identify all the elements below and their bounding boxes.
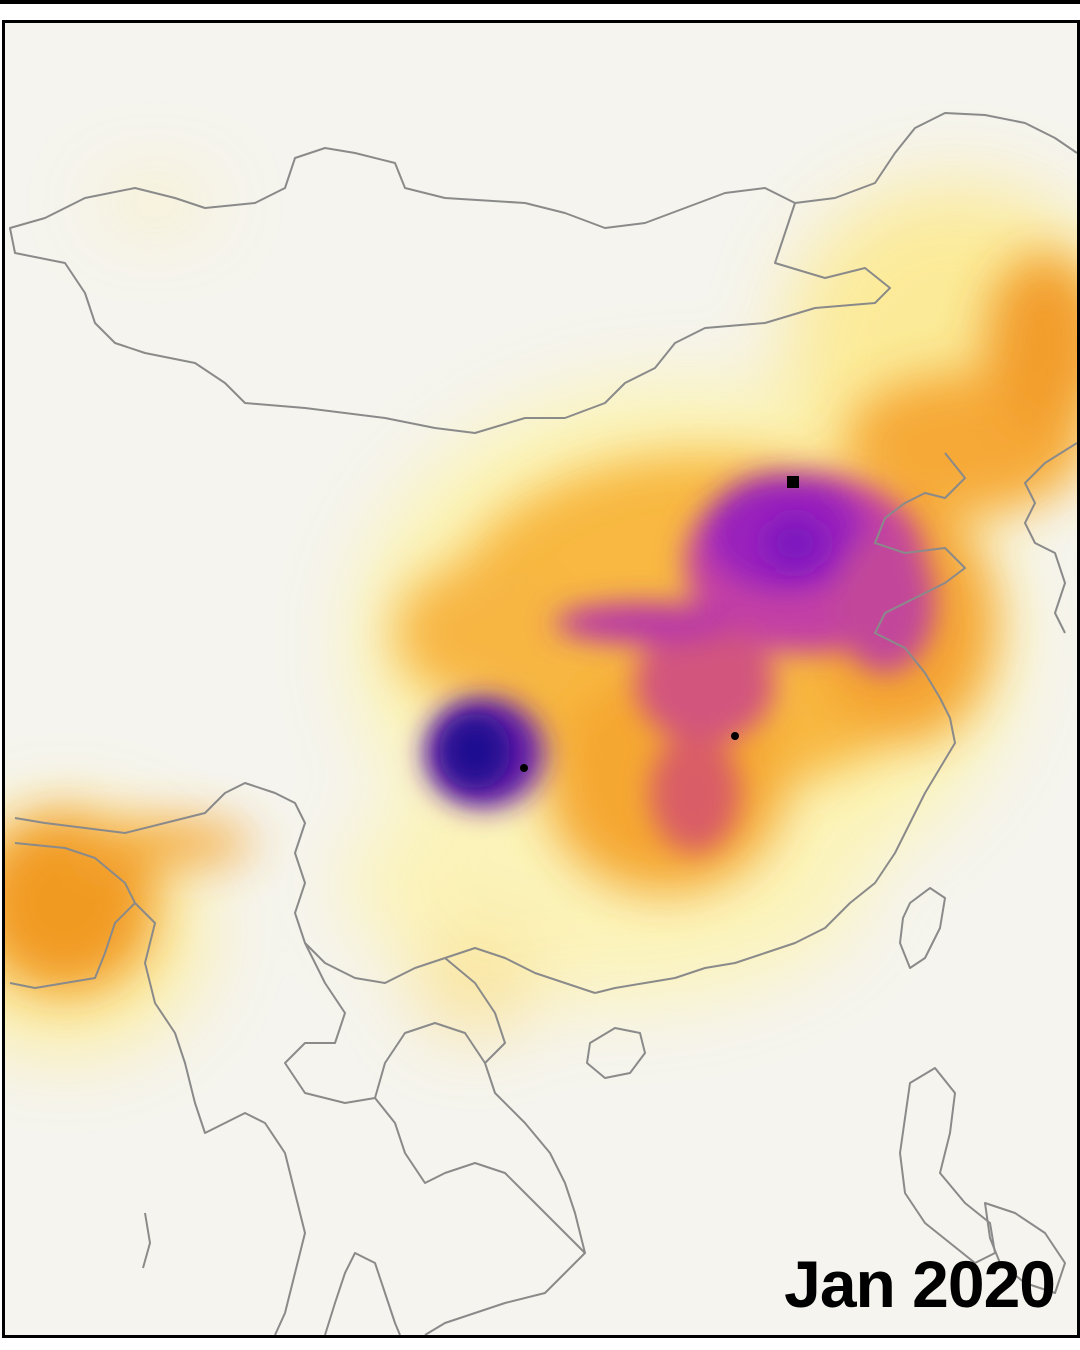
city-marker [731,732,739,740]
country-borders [9,112,1077,1335]
china-southwest-border [14,782,596,994]
philippines-visayas [984,1202,1066,1294]
bangladesh-border [9,842,136,989]
mongolia-border [9,147,891,434]
indochina-borders [284,942,586,1335]
myanmar-border [134,902,306,1335]
hainan-island [586,1027,646,1079]
china-east-coast [594,452,966,994]
date-label: Jan 2020 [784,1247,1056,1321]
thailand-gulf [324,1252,401,1335]
northeast-china-border [794,112,1077,204]
andaman-islands [142,1212,151,1269]
city-marker [520,764,528,772]
capital-marker [787,476,799,488]
peak-concentration-core [439,517,825,789]
taiwan-island [899,887,946,969]
map-frame: Jan 2020 [2,20,1080,1338]
korea-coast [1024,442,1077,634]
top-rule [0,0,1080,4]
vietnam-coast [444,957,586,1254]
no2-concentration-layer [5,183,1077,1053]
city-markers [520,476,799,772]
laos-thai-border [374,1022,486,1099]
map-canvas [5,23,1077,1335]
